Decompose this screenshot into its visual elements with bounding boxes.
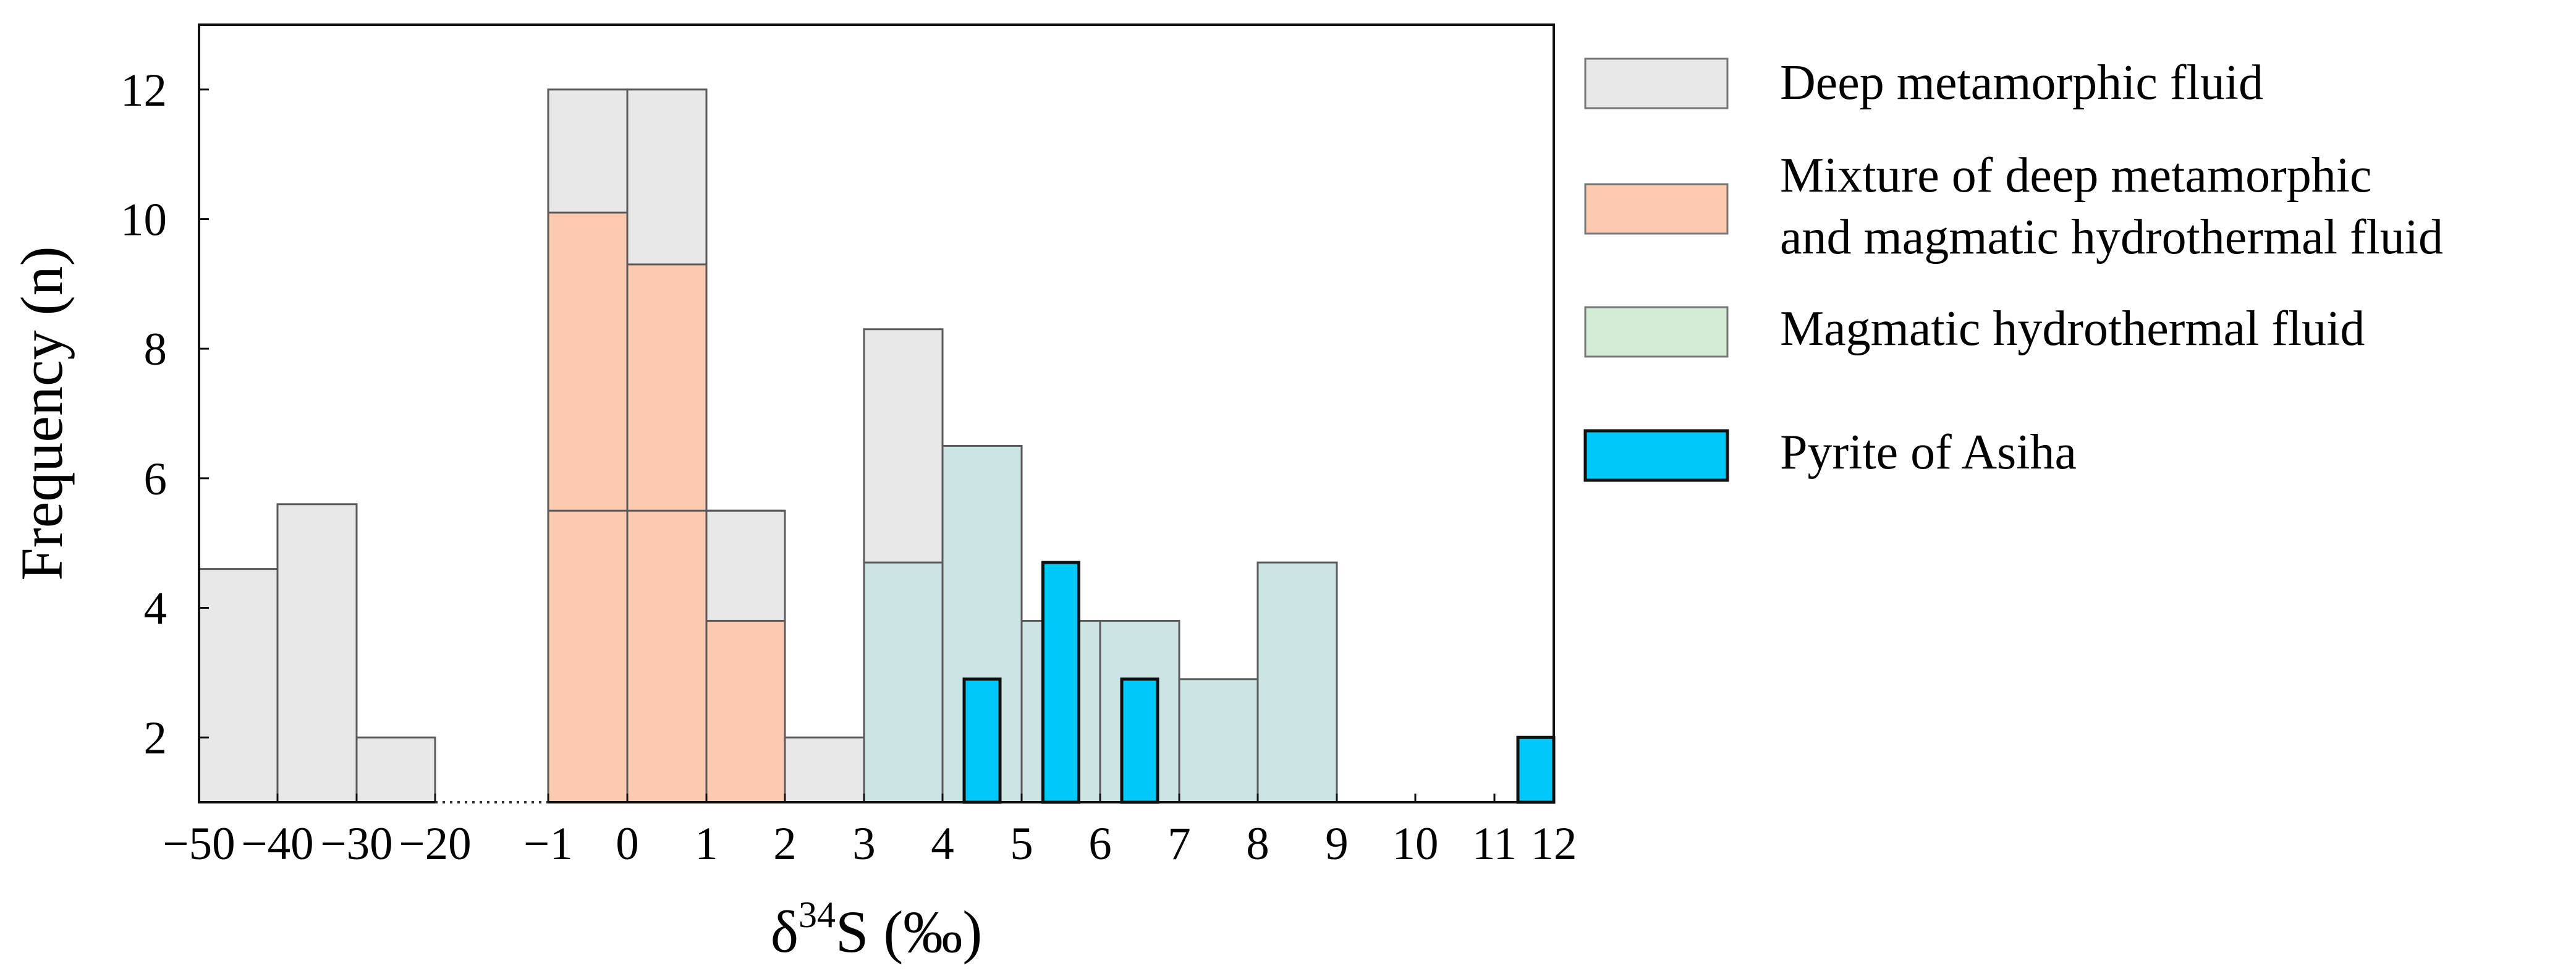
labels-layer: Frequency (n) δ34S (‰)	[9, 246, 982, 965]
bars-layer	[198, 88, 1556, 804]
bar-pyrite-of-asiha-0	[962, 677, 1002, 804]
bar-deep-metamorphic-fluid-6	[784, 736, 865, 803]
legend-label: Deep metamorphic fluid	[1780, 56, 2263, 110]
x-tick-label: 11	[1472, 818, 1517, 870]
bar-magmatic-hydrothermal-fluid-5	[1256, 561, 1338, 803]
x-tick-label: 4	[931, 818, 954, 870]
y-tick-label: 6	[144, 454, 167, 505]
x-tick-label: 7	[1167, 818, 1191, 870]
y-tick-label: 10	[121, 195, 167, 246]
legend-item-pyrite-of-asiha: Pyrite of Asiha	[1583, 425, 2077, 482]
legend-label: Mixture of deep metamorphic	[1780, 148, 2371, 203]
y-tick-label: 4	[144, 583, 167, 635]
y-tick-label: 8	[144, 324, 167, 375]
legend-label: Pyrite of Asiha	[1780, 425, 2077, 480]
legend-swatch	[1584, 306, 1729, 358]
axes-layer	[198, 23, 1555, 805]
legend-label: and magmatic hydrothermal fluid	[1780, 210, 2443, 265]
bar-mixture-of-deep-metamorphic-and-magmatic-hydrothermal-fluid-2	[705, 619, 786, 803]
legend-swatch	[1583, 429, 1729, 482]
y-tick-label: 2	[144, 713, 167, 764]
bar-mixture-of-deep-metamorphic-and-magmatic-hydrothermal-fluid-1	[626, 263, 708, 803]
x-tick-label: 3	[852, 818, 876, 870]
x-tick-label: 8	[1246, 818, 1269, 870]
bar-magmatic-hydrothermal-fluid-4	[1178, 678, 1259, 803]
x-tick-label: 10	[1392, 818, 1439, 870]
legend-swatch	[1584, 183, 1729, 235]
x-tick-label: −1	[523, 818, 573, 870]
series-mixture-of-deep-metamorphic-and-magmatic-hydrothermal-fluid	[547, 211, 786, 803]
x-tick-label: −20	[399, 818, 471, 870]
bar-deep-metamorphic-fluid-1	[276, 503, 358, 803]
x-tick-label: 0	[616, 818, 639, 870]
x-tick-label: 9	[1325, 818, 1349, 870]
legend-item-mixture-of-deep-metamorphic-and-magmatic-hydrothermal-fluid: Mixture of deep metamorphic and magmatic …	[1584, 148, 2443, 265]
x-tick-label: 5	[1010, 818, 1033, 870]
bar-pyrite-of-asiha-3	[1516, 735, 1556, 804]
y-axis-label: Frequency (n)	[9, 246, 75, 580]
bar-pyrite-of-asiha-1	[1041, 561, 1080, 804]
x-tick-label: 12	[1531, 818, 1577, 870]
x-tick-label: −30	[320, 818, 392, 870]
plot-frame	[198, 23, 1555, 803]
legend-swatch	[1584, 57, 1729, 109]
x-axis-label: δ34S (‰)	[771, 894, 983, 965]
x-tick-label: 1	[695, 818, 718, 870]
series-pyrite-of-asiha	[962, 561, 1556, 804]
legend: Deep metamorphic fluid Mixture of deep me…	[1583, 56, 2443, 482]
x-tick-label: −50	[163, 818, 235, 870]
bar-mixture-of-deep-metamorphic-and-magmatic-hydrothermal-fluid-0	[547, 211, 629, 803]
x-tick-label: −40	[241, 818, 313, 870]
y-tick-label: 12	[121, 65, 167, 116]
bar-magmatic-hydrothermal-fluid-0	[863, 561, 944, 803]
bar-deep-metamorphic-fluid-2	[355, 736, 436, 803]
legend-item-magmatic-hydrothermal-fluid: Magmatic hydrothermal fluid	[1584, 302, 2365, 358]
legend-label: Magmatic hydrothermal fluid	[1780, 302, 2365, 356]
bar-pyrite-of-asiha-2	[1120, 677, 1159, 804]
x-tick-label: 6	[1088, 818, 1112, 870]
legend-item-deep-metamorphic-fluid: Deep metamorphic fluid	[1584, 56, 2263, 110]
bar-deep-metamorphic-fluid-0	[198, 568, 279, 803]
x-tick-label: 2	[773, 818, 797, 870]
